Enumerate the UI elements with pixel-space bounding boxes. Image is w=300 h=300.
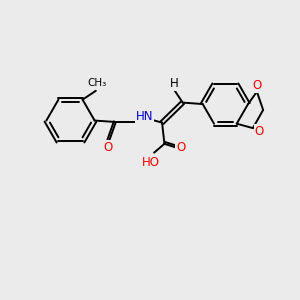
Text: CH₃: CH₃ xyxy=(88,78,107,88)
Text: O: O xyxy=(103,141,112,154)
Text: O: O xyxy=(252,79,262,92)
Text: HO: HO xyxy=(142,156,160,169)
Text: O: O xyxy=(255,125,264,138)
Text: H: H xyxy=(170,77,179,90)
Text: O: O xyxy=(176,141,185,154)
Text: HN: HN xyxy=(136,110,153,123)
